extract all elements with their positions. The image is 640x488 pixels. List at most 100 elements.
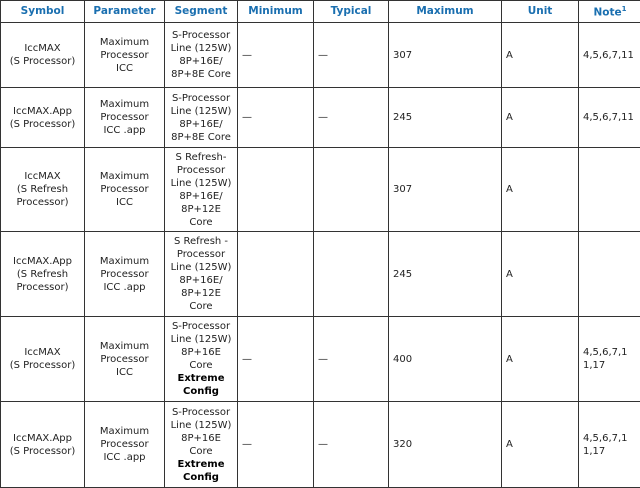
parameter-line: Maximum — [100, 256, 149, 267]
segment-line: S Refresh - — [174, 236, 228, 247]
note-cell — [579, 148, 640, 232]
segment-bold-line: Config — [183, 472, 219, 483]
typical-cell — [314, 148, 389, 232]
header-segment: Segment — [165, 1, 238, 23]
maximum-cell: 320 — [389, 402, 502, 488]
unit-cell: A — [502, 317, 579, 402]
header-note-label: Note — [593, 7, 621, 19]
segment-line: Core — [189, 360, 212, 371]
header-row: Symbol Parameter Segment Minimum Typical… — [1, 1, 640, 23]
typical-cell — [314, 232, 389, 317]
segment-line: Core — [189, 301, 212, 312]
parameter-line: ICC .app — [103, 125, 145, 136]
segment-line: Line (125W) — [171, 178, 232, 189]
segment-line: S Refresh- — [176, 152, 227, 163]
minimum-cell — [238, 232, 314, 317]
symbol-cell: IccMAX(S Processor) — [1, 317, 85, 402]
parameter-line: Processor — [100, 184, 148, 195]
maximum-cell: 307 — [389, 23, 502, 88]
segment-line: Line (125W) — [171, 334, 232, 345]
segment-cell: S Refresh - Processor Line (125W) 8P+16E/8P… — [165, 232, 238, 317]
segment-line: 8P+16E/ — [179, 191, 222, 202]
segment-bold-line: Config — [183, 386, 219, 397]
symbol-line: IccMAX.App — [13, 256, 72, 267]
segment-line: Core — [189, 446, 212, 457]
note-cell — [579, 232, 640, 317]
parameter-line: Maximum — [100, 171, 149, 182]
symbol-cell: IccMAX(S Processor) — [1, 23, 85, 88]
header-minimum: Minimum — [238, 1, 314, 23]
unit-cell: A — [502, 232, 579, 317]
typical-cell: — — [314, 317, 389, 402]
segment-line: Line (125W) — [171, 106, 232, 117]
symbol-line: (S Processor) — [10, 360, 76, 371]
segment-line: S-Processor — [172, 407, 230, 418]
symbol-cell: IccMAX.App(S Processor) — [1, 402, 85, 488]
unit-cell: A — [502, 148, 579, 232]
typical-cell: — — [314, 402, 389, 488]
header-note-superscript: 1 — [622, 5, 627, 13]
parameter-line: Processor — [100, 50, 148, 61]
parameter-cell: Maximum Processor ICC — [85, 23, 165, 88]
segment-line: S-Processor — [172, 93, 230, 104]
segment-line: Processor — [177, 165, 225, 176]
segment-line: 8P+16E — [181, 433, 221, 444]
segment-line: 8P+16E/ — [179, 275, 222, 286]
segment-line: 8P+16E — [181, 347, 221, 358]
symbol-cell: IccMAX.App (S Refresh Processor) — [1, 232, 85, 317]
note-cell: 4,5,6,7,11,17 — [579, 317, 640, 402]
parameter-line: Maximum — [100, 37, 149, 48]
minimum-cell: — — [238, 88, 314, 148]
symbol-line: IccMAX.App — [13, 433, 72, 444]
maximum-cell: 245 — [389, 232, 502, 317]
symbol-cell: IccMAX.App(S Processor) — [1, 88, 85, 148]
segment-bold-line: Extreme — [178, 459, 225, 470]
header-symbol: Symbol — [1, 1, 85, 23]
parameter-line: Processor — [100, 112, 148, 123]
segment-cell: S Refresh- Processor Line (125W) 8P+16E/8P+… — [165, 148, 238, 232]
segment-line: Line (125W) — [171, 262, 232, 273]
parameter-line: ICC — [116, 63, 133, 74]
segment-line: Line (125W) — [171, 420, 232, 431]
segment-line: 8P+12E — [181, 204, 221, 215]
symbol-line: (S Refresh — [17, 269, 68, 280]
parameter-line: Processor — [100, 439, 148, 450]
segment-cell: S-Processor Line (125W) 8P+16E Core Extreme C… — [165, 402, 238, 488]
segment-line: Processor — [177, 249, 225, 260]
parameter-line: Maximum — [100, 426, 149, 437]
symbol-line: IccMAX — [24, 43, 60, 54]
parameter-line: ICC — [116, 367, 133, 378]
minimum-cell: — — [238, 23, 314, 88]
segment-line: Core — [189, 217, 212, 228]
unit-cell: A — [502, 402, 579, 488]
segment-bold-line: Extreme — [178, 373, 225, 384]
segment-line: 8P+16E/ — [179, 119, 222, 130]
segment-line: 8P+12E — [181, 288, 221, 299]
symbol-line: IccMAX — [24, 171, 60, 182]
header-typical: Typical — [314, 1, 389, 23]
parameter-line: ICC — [116, 197, 133, 208]
segment-line: 8P+8E Core — [171, 69, 231, 80]
header-maximum: Maximum — [389, 1, 502, 23]
header-note: Note1 — [579, 1, 640, 23]
parameter-line: ICC .app — [103, 282, 145, 293]
header-parameter: Parameter — [85, 1, 165, 23]
segment-line: 8P+16E/ — [179, 56, 222, 67]
table-row: IccMAX.App(S Processor) Maximum Processor I… — [1, 402, 640, 488]
symbol-line: Processor) — [16, 282, 68, 293]
symbol-line: (S Processor) — [10, 119, 76, 130]
segment-line: Line (125W) — [171, 43, 232, 54]
minimum-cell: — — [238, 402, 314, 488]
